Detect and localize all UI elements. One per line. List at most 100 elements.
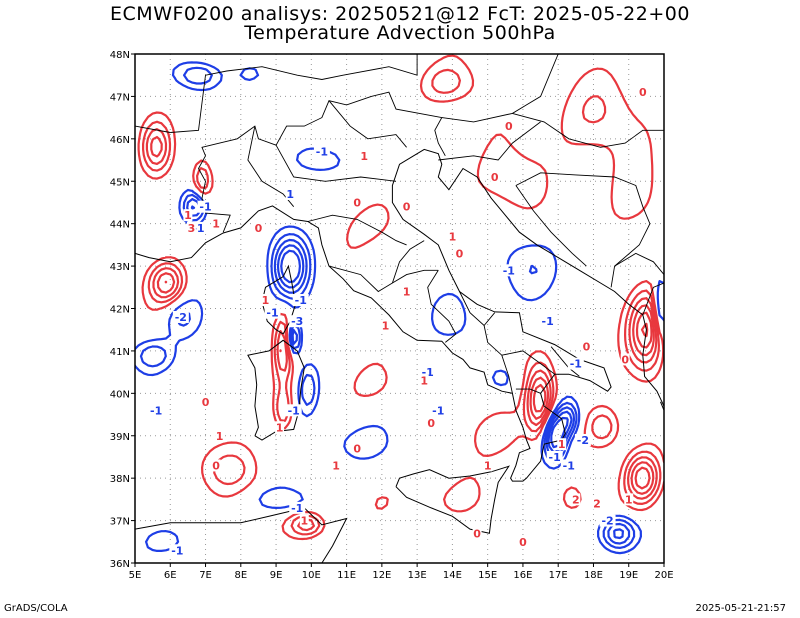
contour-label-bg: [599, 514, 616, 527]
contour-label: -2: [175, 311, 187, 324]
positive-contour: [137, 54, 664, 541]
lon-label: 14E: [443, 570, 462, 581]
contour-label: -1: [288, 404, 300, 417]
contour-label-bg: [183, 209, 193, 222]
contour-label-bg: [490, 171, 500, 184]
contour-label: 1: [558, 438, 566, 451]
map-title-line2: Temperature Advection 500hPa: [244, 22, 556, 44]
contour-label: 2: [572, 493, 580, 506]
contour-label-bg: [567, 357, 584, 370]
contour-label: 0: [255, 222, 263, 235]
contour-label: 1: [484, 459, 492, 472]
latitude-axis-labels: 48N 47N 46N 45N 44N 43N 42N 41N 40N 39N 38N 37N 36N: [110, 50, 135, 570]
border-line: [642, 282, 664, 316]
contour-label: 0: [473, 527, 481, 540]
map-title-line1: ECMWF0200 analisys: 20250521@12 FcT: 202…: [110, 3, 690, 25]
border-line: [501, 350, 555, 375]
contour-label-bg: [352, 442, 362, 455]
lat-label: 37N: [110, 517, 130, 528]
contour-label-bg: [624, 493, 634, 506]
lat-label: 43N: [110, 262, 130, 273]
longitude-axis-labels: 5E 6E 7E 8E 9E 10E 11E 12E 13E 14E 15E 16E 17E 18E 19E…: [129, 563, 674, 581]
coastline: [135, 507, 348, 563]
lat-label: 44N: [110, 220, 130, 231]
contour-label-bg: [571, 493, 581, 506]
positive-contour: [145, 128, 658, 532]
contour-label-bg: [447, 230, 457, 243]
contour-label-bg: [620, 353, 630, 366]
contour-label: 0: [505, 120, 513, 133]
contour-label-bg: [426, 417, 436, 430]
contour-label: 0: [427, 417, 435, 430]
positive-contour: [150, 136, 655, 495]
contour-label-bg: [201, 395, 211, 408]
lon-label: 19E: [619, 570, 638, 581]
border-line: [391, 240, 425, 284]
contour-label-bg: [211, 217, 221, 230]
border-line: [614, 252, 664, 275]
lat-label: 41N: [110, 347, 130, 358]
lon-label: 18E: [584, 570, 603, 581]
border-line: [515, 185, 587, 267]
contour-label: 1: [420, 375, 428, 388]
contour-label: -2: [577, 434, 589, 447]
contour-label-bg: [186, 221, 196, 234]
lon-label: 6E: [164, 570, 177, 581]
coastline: [395, 465, 510, 534]
contour-label: 1: [403, 286, 411, 299]
contour-label: -1: [542, 315, 554, 328]
contour-label: 1: [625, 493, 633, 506]
contour-label: 0: [403, 201, 411, 214]
contour-label: -1: [199, 201, 211, 214]
contour-label-bg: [574, 433, 591, 446]
footer-left: GrADS/COLA: [4, 603, 68, 614]
contour-label: 0: [519, 536, 527, 549]
coastline: [135, 148, 664, 482]
lat-label: 46N: [110, 135, 130, 146]
contour-label-bg: [285, 187, 295, 200]
contour-label-bg: [352, 196, 362, 209]
lon-label: 20E: [654, 570, 673, 581]
contour-label: 1: [360, 150, 368, 163]
lon-label: 8E: [234, 570, 247, 581]
lon-label: 17E: [549, 570, 568, 581]
contour-label-bg: [483, 459, 493, 472]
contour-label-bg: [260, 294, 270, 307]
contour-label: -2: [601, 515, 613, 528]
lon-label: 10E: [302, 570, 321, 581]
contour-label-bg: [539, 315, 556, 328]
border-line: [441, 54, 559, 123]
contour-label: 0: [353, 196, 361, 209]
positive-contour: [142, 68, 662, 536]
contour-label: 1: [262, 294, 270, 307]
lat-label: 39N: [110, 432, 130, 443]
contour-label-bg: [430, 404, 447, 417]
contour-label: 1: [212, 218, 220, 231]
contour-label-bg: [402, 285, 412, 298]
contour-label: -1: [291, 502, 303, 515]
lon-label: 11E: [337, 570, 356, 581]
contour-label-bg: [148, 404, 165, 417]
contour-label-bg: [454, 247, 464, 260]
contour-label-bg: [402, 200, 412, 213]
negative-contour: [135, 61, 664, 555]
lon-label: 16E: [513, 570, 532, 581]
contour-label-bg: [472, 527, 482, 540]
contour-label: -1: [432, 404, 444, 417]
contour-label: 0: [456, 247, 464, 260]
lat-label: 47N: [110, 92, 130, 103]
lon-label: 15E: [478, 570, 497, 581]
contour-label-bg: [275, 421, 285, 434]
lon-label: 7E: [199, 570, 212, 581]
border-line: [328, 100, 407, 148]
contour-label-bg: [638, 86, 648, 99]
contour-label-bg: [557, 438, 567, 451]
contour-label-bg: [331, 459, 341, 472]
contour-label: 1: [184, 209, 192, 222]
coastlines-borders: [135, 54, 664, 563]
contour-label: -1: [570, 358, 582, 371]
border-line: [307, 214, 407, 246]
border-line: [427, 270, 457, 343]
